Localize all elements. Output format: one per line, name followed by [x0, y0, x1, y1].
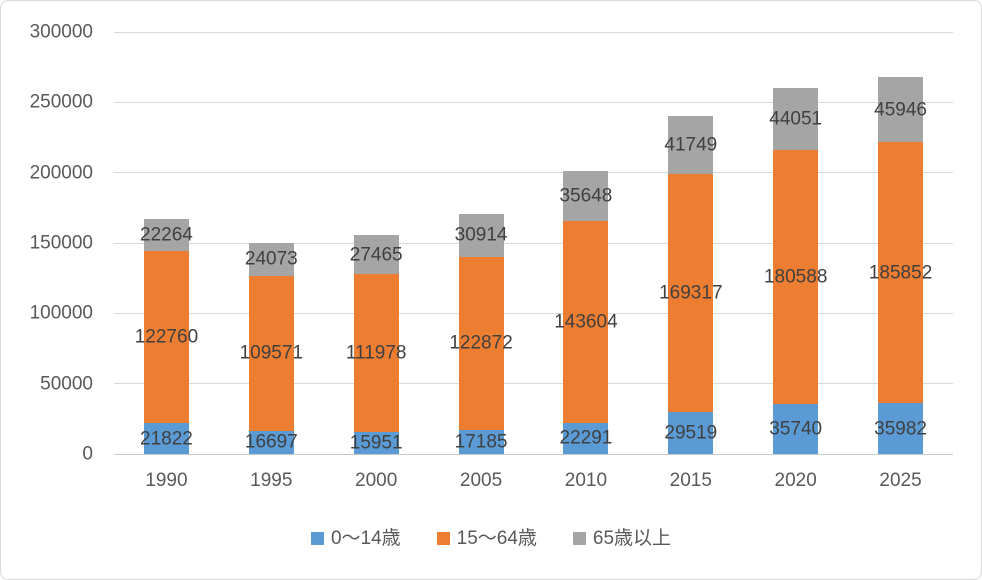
- bar-segment[interactable]: [248, 430, 294, 454]
- bar-value-label: 30914: [454, 224, 508, 246]
- y-axis-label: 250000: [29, 91, 93, 113]
- bar-value-label: 35648: [559, 185, 613, 207]
- bar-value-label: 109571: [239, 342, 304, 364]
- x-axis-label: 2010: [564, 470, 608, 491]
- bar-segment[interactable]: [563, 220, 609, 423]
- bar-value-label: 22291: [559, 427, 613, 449]
- bar-value-label: 122872: [449, 332, 513, 354]
- bar-segment[interactable]: [563, 422, 609, 454]
- bar-value-label: 143604: [554, 311, 618, 333]
- bar-segment[interactable]: [143, 423, 189, 454]
- bar-value-label: 41749: [664, 134, 718, 156]
- legend-item[interactable]: 15〜64歳: [436, 528, 537, 549]
- bar-segment[interactable]: [353, 274, 399, 432]
- legend-label: 65歳以上: [592, 528, 672, 549]
- x-axis-label: 2005: [459, 470, 503, 491]
- bar-value-label: 44051: [769, 108, 823, 130]
- gridline: [114, 101, 953, 103]
- bar-value-label: 24073: [244, 248, 298, 270]
- legend-swatch: [436, 532, 450, 545]
- x-axis-label: 2020: [774, 470, 817, 491]
- bar-segment[interactable]: [668, 174, 714, 413]
- legend: 0〜14歳 15〜64歳 65歳以上: [1, 529, 981, 548]
- bar-segment[interactable]: [668, 412, 714, 454]
- bar-value-label: 16697: [244, 431, 298, 453]
- bar-value-label: 169317: [659, 282, 723, 304]
- bar-segment[interactable]: [458, 213, 504, 257]
- bar-segment[interactable]: [878, 403, 924, 454]
- legend-item[interactable]: 65歳以上: [572, 528, 672, 549]
- bar-segment[interactable]: [353, 235, 399, 275]
- bar-value-label: 111978: [345, 342, 407, 364]
- bar-segment[interactable]: [143, 219, 189, 251]
- x-axis-label: 2025: [879, 470, 922, 491]
- bar-value-label: 122760: [134, 326, 199, 348]
- gridline: [114, 172, 953, 174]
- bar-segment[interactable]: [458, 257, 504, 430]
- y-axis-label: 300000: [29, 21, 93, 43]
- y-axis-label: 100000: [29, 302, 93, 324]
- bar-segment[interactable]: [668, 115, 714, 175]
- bar-segment[interactable]: [773, 149, 819, 404]
- bar-segment[interactable]: [773, 87, 819, 150]
- plot-area: 21822 122760 22264 16697 109571 24073 15951 111…: [114, 31, 953, 455]
- bar-value-label: 22264: [140, 224, 193, 246]
- bar-segment[interactable]: [878, 77, 924, 142]
- legend-label: 0〜14歳: [330, 528, 401, 549]
- bar-value-label: 27465: [349, 244, 403, 266]
- bar-value-label: 17185: [454, 431, 508, 453]
- bar-value-label: 45946: [874, 99, 927, 121]
- gridline: [114, 242, 953, 244]
- bar-value-label: 180588: [763, 266, 828, 288]
- gridline: [114, 383, 953, 385]
- bar-segment[interactable]: [143, 250, 189, 424]
- y-axis-label: 50000: [40, 373, 93, 395]
- x-axis-label: 1995: [250, 470, 293, 491]
- legend-swatch: [572, 532, 586, 545]
- legend-item[interactable]: 0〜14歳: [310, 528, 401, 549]
- bar-value-label: 35982: [874, 418, 927, 440]
- bar-segment[interactable]: [563, 170, 609, 221]
- bar-segment[interactable]: [878, 141, 924, 404]
- bar-value-label: 35740: [769, 418, 823, 440]
- bar-segment[interactable]: [458, 429, 504, 454]
- bar-value-label: 21822: [140, 428, 193, 450]
- bar-value-label: 29519: [664, 422, 718, 444]
- legend-label: 15〜64歳: [456, 528, 537, 549]
- bar-segment[interactable]: [248, 242, 294, 277]
- x-axis-label: 2015: [669, 470, 712, 491]
- x-axis-label: 2000: [355, 470, 398, 491]
- bar-value-label: 15951: [349, 432, 403, 454]
- y-axis-label: 0: [82, 443, 93, 465]
- bar-segment[interactable]: [248, 276, 294, 431]
- x-axis-label: 1990: [145, 470, 188, 491]
- gridline: [114, 31, 953, 33]
- legend-swatch: [310, 532, 324, 545]
- bar-value-label: 185852: [868, 262, 933, 284]
- gridline: [114, 312, 953, 314]
- bar-segment[interactable]: [773, 403, 819, 454]
- x-axis-line: [114, 453, 953, 455]
- y-axis-label: 200000: [29, 162, 93, 184]
- y-axis-label: 150000: [29, 232, 93, 254]
- bar-segment[interactable]: [353, 431, 399, 454]
